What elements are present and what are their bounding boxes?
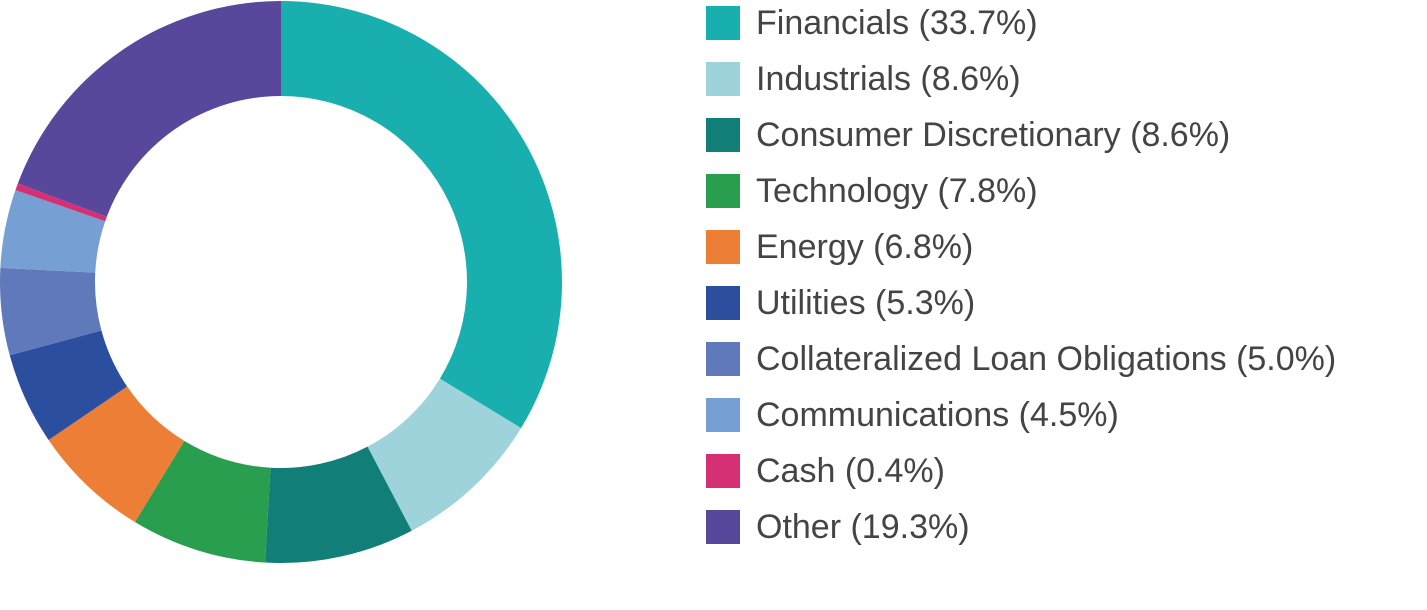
legend-item: Cash (0.4%) [706,448,1406,494]
legend-swatch [706,510,740,544]
legend-label: Communications (4.5%) [756,396,1119,434]
legend-label: Industrials (8.6%) [756,60,1021,98]
legend-item: Communications (4.5%) [706,392,1406,438]
legend-label: Consumer Discretionary (8.6%) [756,116,1231,154]
donut-slice [265,446,412,563]
donut-slice [0,190,106,273]
donut-slice [9,330,128,440]
legend-swatch [706,118,740,152]
donut-slice [17,1,282,217]
legend-swatch [706,286,740,320]
legend-swatch [706,398,740,432]
donut-slice [0,267,102,356]
legend-item: Utilities (5.3%) [706,280,1406,326]
legend-label: Other (19.3%) [756,508,970,546]
legend-item: Financials (33.7%) [706,0,1406,46]
legend-label: Collateralized Loan Obligations (5.0%) [756,340,1337,378]
legend-swatch [706,6,740,40]
legend-label: Utilities (5.3%) [756,284,976,322]
legend-item: Energy (6.8%) [706,224,1406,270]
legend-label: Cash (0.4%) [756,452,945,490]
legend-swatch [706,230,740,264]
legend-item: Consumer Discretionary (8.6%) [706,112,1406,158]
legend: Financials (33.7%) Industrials (8.6%) Cons… [706,0,1406,550]
legend-swatch [706,342,740,376]
legend-item: Industrials (8.6%) [706,56,1406,102]
donut-chart [0,1,562,563]
legend-label: Financials (33.7%) [756,4,1038,42]
donut-slice [134,440,271,563]
legend-item: Other (19.3%) [706,504,1406,550]
legend-swatch [706,454,740,488]
legend-swatch [706,174,740,208]
donut-slice [367,378,522,531]
legend-label: Energy (6.8%) [756,228,974,266]
donut-slice [48,386,185,523]
legend-item: Collateralized Loan Obligations (5.0%) [706,336,1406,382]
donut-slice [15,183,107,222]
donut-slice [281,1,562,429]
legend-label: Technology (7.8%) [756,172,1038,210]
legend-swatch [706,62,740,96]
legend-item: Technology (7.8%) [706,168,1406,214]
